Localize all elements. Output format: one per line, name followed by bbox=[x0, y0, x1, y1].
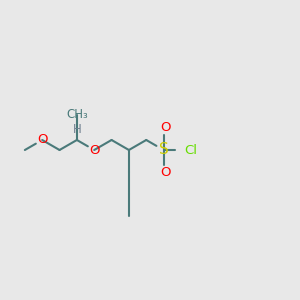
Text: S: S bbox=[159, 142, 169, 158]
Text: O: O bbox=[89, 143, 100, 157]
Text: O: O bbox=[160, 122, 170, 134]
Text: CH₃: CH₃ bbox=[66, 109, 88, 122]
Text: Cl: Cl bbox=[184, 143, 197, 157]
Text: O: O bbox=[37, 134, 47, 146]
Text: H: H bbox=[73, 124, 81, 136]
Text: O: O bbox=[160, 166, 170, 178]
